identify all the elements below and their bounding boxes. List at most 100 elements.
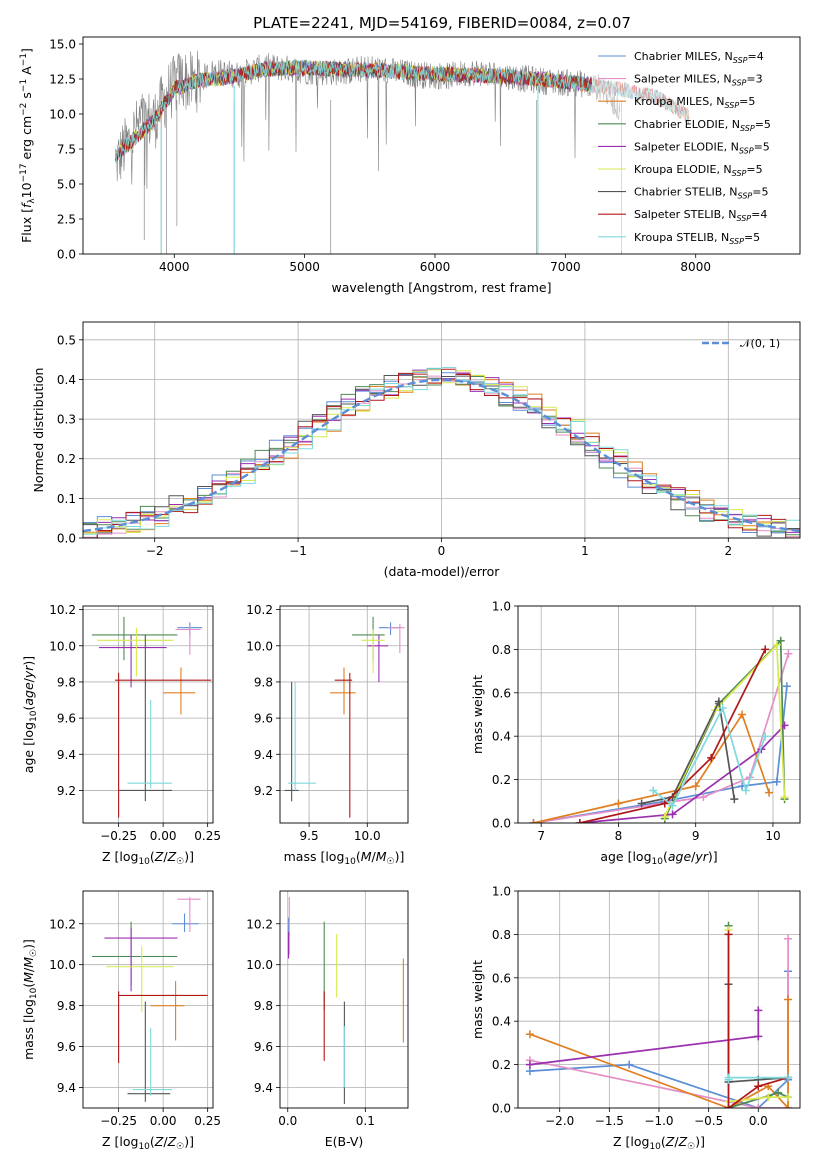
mass-weight-marker [772,777,781,786]
spectrum-legend-label: Chabrier STELIB, NSSP=5 [634,186,768,201]
massweight-vs-Z-xlabel: Z [log10(Z/Z☉)] [613,1134,705,1152]
mass-vs-Z-xlabel: Z [log10(Z/Z☉)] [102,1134,194,1152]
legend-series-name: Kroupa MILES [634,95,709,108]
spectrum-ytick-label: 10.0 [49,108,76,122]
age-vs-mass-plot [284,616,405,818]
mass-weight-marker [668,801,677,810]
mass-weight-marker [699,792,708,801]
residuals-ytick-label: 0.5 [57,333,76,347]
mass-weight-marker [707,753,716,762]
normal-curve [83,378,800,533]
mass-weight-marker [637,799,646,808]
residuals-ytick-label: 0.2 [57,452,76,466]
mass-weight-marker [668,810,677,819]
age-vs-Z-frame [82,605,214,824]
age-vs-mass-frame [279,605,409,824]
mass-vs-Z-plot [91,897,208,1102]
age-vs-mass-xtick-label: 10.0 [354,829,381,843]
mass-weight-line [727,934,789,1108]
legend-series-name: Chabrier STELIB [634,186,722,199]
massweight-vs-Z-ytick-label: 0.2 [492,1058,511,1072]
massweight-vs-Z-xtick-label: −1.0 [644,1114,673,1128]
spectrum-legend-label: Salpeter STELIB, NSSP=4 [634,208,767,223]
residuals-ytick-label: 0.3 [57,413,76,427]
massweight-vs-age-ytick-label: 1.0 [492,600,511,614]
mass-weight-marker [754,1082,763,1091]
age-vs-Z-plot [91,616,212,818]
spectrum-legend-label: Salpeter MILES, NSSP=3 [634,73,763,88]
mass-weight-marker [772,641,781,650]
mass-weight-marker [761,645,770,654]
mass-weight-marker [730,795,739,804]
residuals-ylabel: Normed distribution [31,368,46,493]
mass-vs-Z-xtick-label: 0.00 [150,1114,177,1128]
residuals-xtick-label: 2 [724,544,732,558]
legend-series-name: Salpeter ELODIE [634,140,724,153]
massweight-vs-age-frame [517,605,801,824]
mass-weight-line [533,686,788,823]
mass-vs-Z-ytick-label: 9.8 [57,999,76,1013]
mass-weight-marker [784,1104,793,1108]
legend-nssp-value: 5 [756,163,763,176]
mass-weight-marker [525,1030,534,1039]
mass-weight-marker [625,1060,634,1069]
legend-series-name: Chabrier MILES [634,50,718,63]
legend-nssp-value: 5 [763,140,770,153]
mass-vs-EBV-ytick-label: 9.6 [254,1040,273,1054]
massweight-vs-age-xtick-label: 9 [692,829,700,843]
spectrum-xtick-label: 7000 [550,260,581,274]
mass-weight-marker [614,799,623,808]
legend-series-name: Kroupa STELIB [634,231,714,244]
mass-vs-EBV-xlabel: E(B-V) [325,1134,364,1149]
spectrum-title: PLATE=2241, MJD=54169, FIBERID=0084, z=0… [253,14,631,32]
age-vs-Z-ytick-label: 10.0 [49,639,76,653]
mass-weight-line [529,1010,760,1066]
massweight-vs-Z-xtick-label: −1.5 [595,1114,624,1128]
mass-vs-Z-xtick-label: 0.25 [194,1114,221,1128]
mass-vs-Z-ytick-label: 10.2 [49,917,76,931]
age-vs-Z-ytick-label: 9.8 [57,675,76,689]
massweight-vs-age-xtick-label: 10 [765,829,780,843]
residuals-xtick-label: −2 [146,544,164,558]
age-vs-mass-ytick-label: 9.6 [254,712,273,726]
mass-weight-marker [529,819,538,823]
legend-nssp-value: 3 [756,73,763,86]
massweight-vs-age-plot [529,636,793,823]
mass-weight-marker [724,1104,733,1108]
mass-weight-marker [649,786,658,795]
massweight-vs-age-ylabel: mass weight [470,675,485,754]
age-vs-Z-xtick-label: 0.00 [150,829,177,843]
spectrum-legend-label: Kroupa ELODIE, NSSP=5 [634,163,763,178]
spectrum-xtick-label: 4000 [159,260,190,274]
mass-vs-EBV-ytick-label: 9.8 [254,999,273,1013]
spectrum-frame [82,36,801,255]
massweight-vs-Z-plot [525,921,793,1108]
mass-weight-marker [525,1060,534,1069]
legend-nssp-value: 4 [760,208,767,221]
grid-layer [83,322,800,1109]
spectrum-ytick-label: 5.0 [57,178,76,192]
age-vs-Z-ylabel: age [log10(age/yr)] [21,656,39,773]
mass-weight-marker [724,1073,733,1082]
massweight-vs-Z-xtick-label: −0.5 [694,1114,723,1128]
age-vs-Z-xtick-label: 0.25 [194,829,221,843]
spectrum-legend-label: Chabrier MILES, NSSP=4 [634,50,764,65]
age-vs-mass-ytick-label: 9.4 [254,748,273,762]
mass-weight-marker [782,682,791,691]
mass-weight-marker [660,799,669,808]
mass-weight-marker [741,786,750,795]
residuals-ytick-label: 0.0 [57,532,76,546]
mass-vs-EBV-ytick-label: 9.4 [254,1081,273,1095]
age-vs-mass-ytick-label: 10.2 [246,603,273,617]
massweight-vs-Z-ylabel: mass weight [470,960,485,1039]
mass-weight-marker [575,819,584,823]
mass-weight-marker [764,1093,773,1102]
massweight-vs-Z-ytick-label: 0.8 [492,928,511,942]
mass-weight-marker [660,812,669,821]
age-vs-mass-ytick-label: 10.0 [246,639,273,653]
age-vs-Z-ytick-label: 10.2 [49,603,76,617]
legend-nssp-value: 4 [757,50,764,63]
massweight-vs-Z-ytick-label: 1.0 [492,885,511,899]
massweight-vs-Z-xtick-label: −2.0 [545,1114,574,1128]
